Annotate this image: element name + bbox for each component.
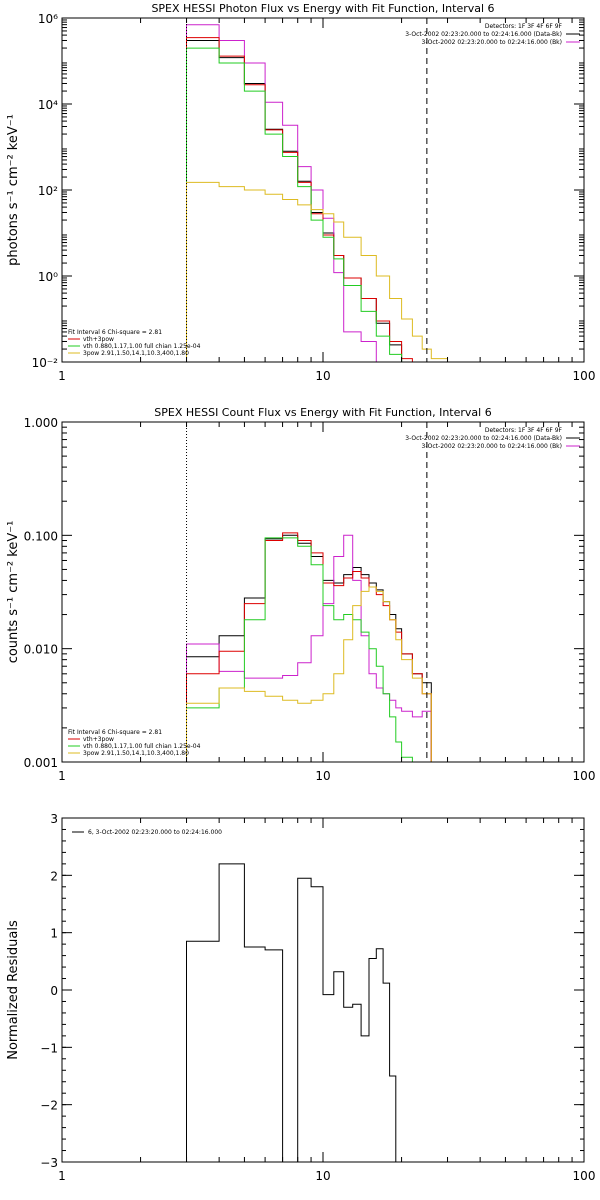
info-line: 3-Oct-2002 02:23:20.000 to 02:24:16.000 …	[405, 435, 562, 442]
y-tick-label: −1	[40, 1041, 58, 1055]
y-tick-label: −2	[40, 1099, 58, 1113]
legend-title: Fit Interval 6 Chi-square = 2.81	[68, 329, 162, 336]
x-tick-label: 100	[573, 369, 596, 383]
y-tick-label: 0.010	[24, 643, 58, 657]
series-line-3	[186, 47, 413, 363]
residuals-panel: Normalized Residuals 1 10 100 −3 −2 −1 0 1 2 3 6, 3…	[6, 812, 595, 1183]
legend-item: 3pow 2.91,1.50,14.1,10.3,400,1.80	[83, 350, 189, 357]
series-line-4	[186, 181, 448, 362]
count-flux-panel: SPEX HESSI Count Flux vs Energy with Fit…	[6, 406, 595, 783]
series-line-4	[186, 586, 432, 762]
y-axis-label: Normalized Residuals	[6, 920, 21, 1060]
y-tick-label: 0	[50, 984, 58, 998]
y-tick-label: 1.000	[24, 416, 58, 430]
y-tick-label: 10⁴	[38, 98, 58, 112]
x-tick-label: 10	[315, 369, 330, 383]
info-line: 3-Oct-2002 02:23:20.000 to 02:24:16.000 …	[422, 443, 563, 450]
chart-title: SPEX HESSI Count Flux vs Energy with Fit…	[154, 406, 491, 419]
x-tick-label: 1	[58, 1169, 66, 1183]
y-tick-label: 0.100	[24, 529, 58, 543]
x-tick-label: 1	[58, 769, 66, 783]
series-line-0	[186, 40, 432, 363]
legend-item: vth+3pow	[83, 736, 114, 743]
x-tick-label: 10	[315, 1169, 330, 1183]
y-tick-label: −3	[40, 1156, 58, 1170]
chart-title: SPEX HESSI Photon Flux vs Energy with Fi…	[151, 2, 494, 15]
photon-flux-panel: SPEX HESSI Photon Flux vs Energy with Fi…	[6, 2, 595, 383]
y-tick-label: 3	[50, 812, 58, 826]
x-tick-label: 1	[58, 369, 66, 383]
info-line: Detectors: 1F 3F 4F 6F 9F	[485, 427, 563, 434]
series-line-1	[186, 534, 432, 762]
y-tick-label: 10²	[38, 184, 58, 198]
legend-item: vth+3pow	[83, 336, 114, 343]
series-line-3	[186, 537, 413, 762]
y-tick-label: 0.001	[24, 756, 58, 770]
legend-item: 3pow 2.91,1.50,14.1,10.3,400,1.80	[83, 750, 189, 757]
legend-item: 6, 3-Oct-2002 02:23:20.000 to 02:24:16.0…	[88, 829, 222, 836]
legend-item: vth 0.880,1.17,1.00 full chian 1.25e-04	[83, 343, 201, 350]
x-tick-label: 100	[573, 769, 596, 783]
legend-title: Fit Interval 6 Chi-square = 2.81	[68, 729, 162, 736]
y-axis-label: photons s⁻¹ cm⁻² keV⁻¹	[6, 114, 21, 266]
series-line-0	[186, 534, 432, 762]
y-tick-label: 1	[50, 927, 58, 941]
series-line-1	[186, 24, 423, 363]
legend-item: vth 0.880,1.17,1.00 full chian 1.25e-04	[83, 743, 201, 750]
x-tick-label: 10	[315, 769, 330, 783]
series-line-2	[186, 37, 432, 363]
info-line: 3-Oct-2002 02:23:20.000 to 02:24:16.000 …	[405, 31, 562, 38]
y-tick-label: 10⁰	[38, 270, 58, 284]
y-axis-label: counts s⁻¹ cm⁻² keV⁻¹	[6, 521, 21, 664]
y-tick-label: 10⁶	[38, 12, 58, 26]
y-tick-label: 2	[50, 869, 58, 883]
x-tick-label: 100	[573, 1169, 596, 1183]
info-line: Detectors: 1F 3F 4F 6F 9F	[485, 23, 563, 30]
info-line: 3-Oct-2002 02:23:20.000 to 02:24:16.000 …	[422, 39, 563, 46]
y-tick-label: 10⁻²	[32, 356, 59, 370]
series-line-2	[186, 532, 432, 762]
series-line-0	[186, 863, 397, 1163]
